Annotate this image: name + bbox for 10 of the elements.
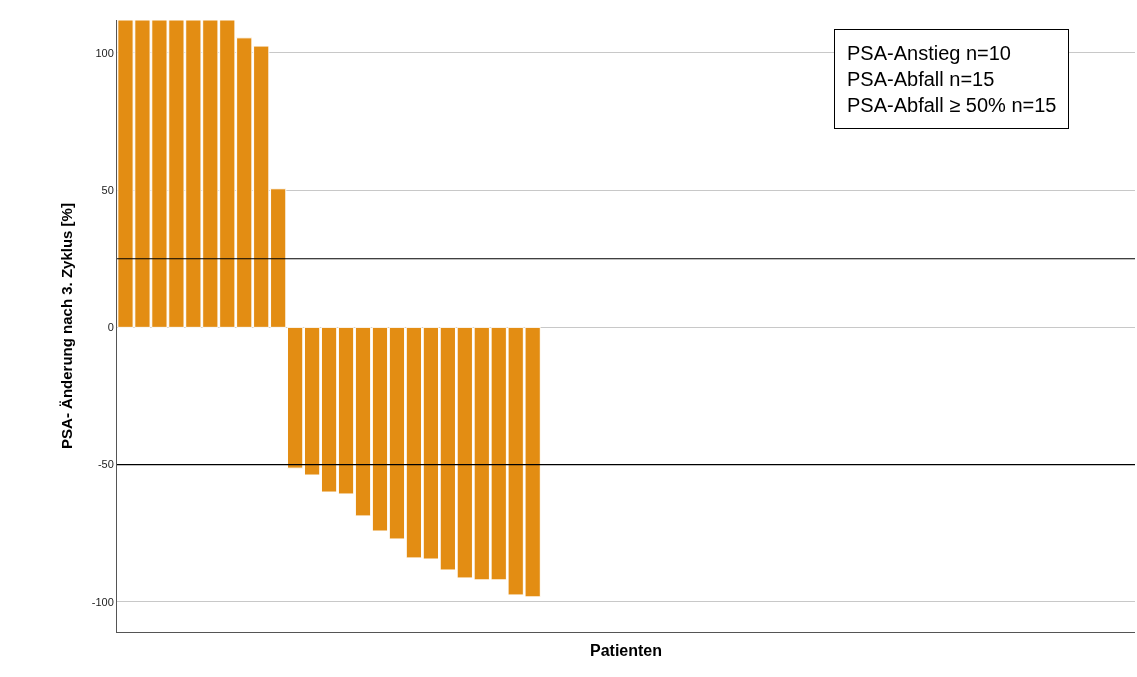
y-tick-label: 100 bbox=[95, 46, 114, 59]
x-axis-title: Patienten bbox=[589, 642, 663, 660]
annotation: PSA-Anstieg n=10 bbox=[847, 42, 1011, 64]
y-tick-label: -100 bbox=[91, 595, 114, 608]
annotation: PSA-Abfall n=15 bbox=[847, 68, 995, 90]
y-tick-label: 0 bbox=[107, 321, 114, 334]
annotation: PSA-Abfall ≥ 50% n=15 bbox=[847, 94, 1057, 116]
y-tick-label: 50 bbox=[101, 184, 114, 196]
y-tick-label: -50 bbox=[97, 458, 114, 471]
y-axis-title: PSA- Änderung nach 3. Zyklus [%] bbox=[58, 203, 76, 449]
